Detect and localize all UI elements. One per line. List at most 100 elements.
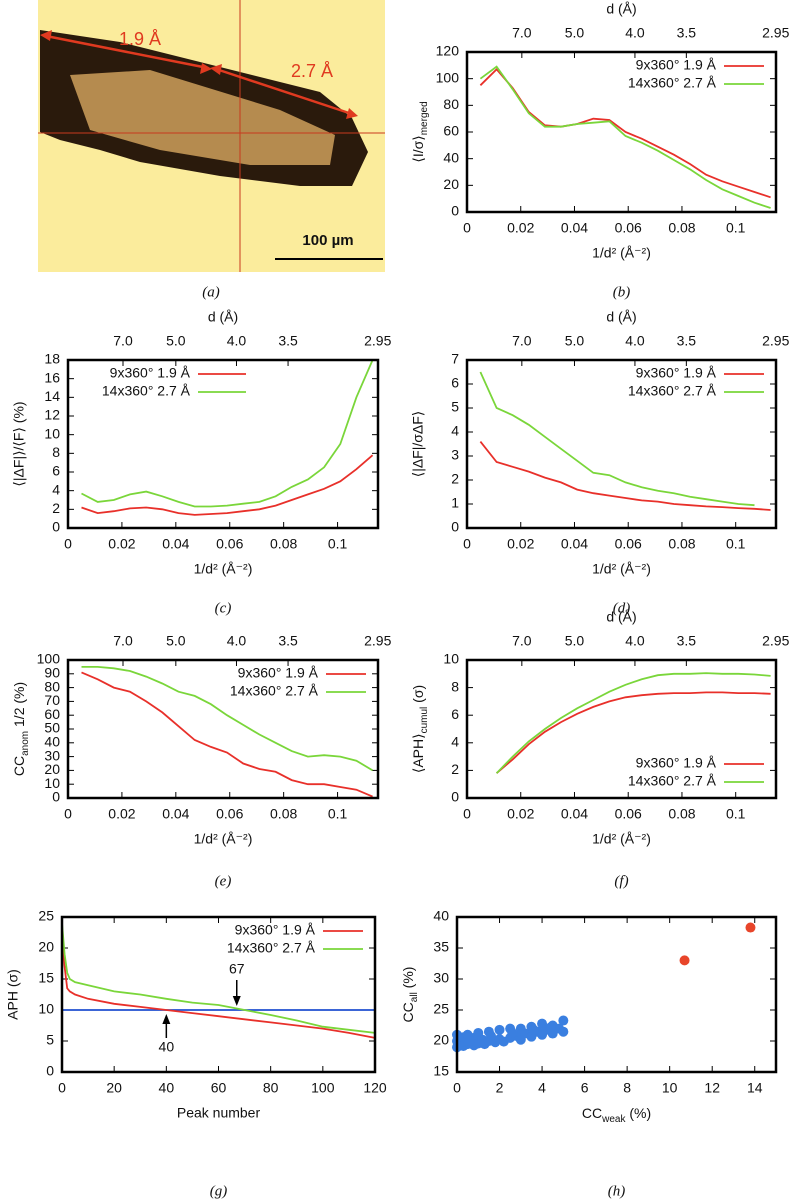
y-axis-label: ⟨|ΔF|⟩/⟨F⟩ (%) (11, 401, 27, 486)
legend-label: 9x360° 1.9 Å (636, 365, 717, 381)
x-tick-label: 100 (311, 1080, 335, 1096)
y-tick-label: 100 (37, 651, 61, 667)
y-axis-label-part: merged (419, 101, 430, 135)
caption: (a) (202, 284, 220, 300)
x-tick-label: 0.04 (561, 536, 588, 552)
x2-tick-label: 7.0 (512, 25, 532, 41)
y-tick-label: 30 (44, 747, 60, 763)
y-axis-label-part: CC (11, 756, 27, 776)
legend-label: 9x360° 1.9 Å (110, 365, 191, 381)
x-tick-label: 80 (263, 1080, 279, 1096)
x2-tick-label: 2.95 (364, 333, 391, 349)
arrow-head (346, 108, 358, 119)
x-tick-label: 0.02 (108, 536, 135, 552)
y-tick-label: 10 (44, 775, 60, 791)
line-series (496, 691, 771, 774)
x-axis-label: 1/d² (Å⁻²) (194, 561, 253, 577)
y-tick-label: 4 (451, 734, 459, 750)
x-tick-label: 0.06 (615, 536, 642, 552)
y-tick-label: 20 (38, 939, 54, 955)
y-tick-label: 8 (52, 444, 60, 460)
caption: (b) (613, 284, 631, 300)
x2-tick-label: 7.0 (512, 333, 532, 349)
x-tick-label: 0 (64, 806, 72, 822)
x2-tick-label: 2.95 (762, 25, 789, 41)
y-tick-label: 0 (52, 519, 60, 535)
x-tick-label: 120 (363, 1080, 387, 1096)
y-tick-label: 4 (52, 481, 60, 497)
plot-frame (465, 358, 778, 530)
line-series (81, 454, 374, 516)
y-tick-label: 0 (451, 789, 459, 805)
y-tick-label: 1 (451, 495, 459, 511)
scale-label: 100 µm (302, 232, 353, 249)
arrow-head (210, 64, 222, 75)
legend-label: 9x360° 1.9 Å (636, 57, 717, 73)
arrow-head (200, 63, 212, 74)
x-tick-label: 20 (106, 1080, 122, 1096)
y-axis-label-part: (σ) (410, 685, 426, 707)
legend-label: 9x360° 1.9 Å (636, 755, 717, 771)
x-tick-label: 4 (538, 1080, 546, 1096)
y-tick-label: 25 (38, 908, 54, 924)
line-series (61, 923, 376, 1034)
y-tick-label: 2 (52, 500, 60, 516)
x2-tick-label: 5.0 (166, 333, 186, 349)
x2-tick-label: 5.0 (565, 633, 585, 649)
y-axis-label-part: anom (20, 731, 31, 756)
y-tick-label: 2 (451, 471, 459, 487)
line-series (479, 371, 755, 507)
y-axis-label-part: (%) (400, 967, 416, 993)
point (558, 1015, 569, 1026)
line-series (81, 671, 373, 798)
x-tick-label: 0 (463, 220, 471, 236)
length-label: 1.9 Å (119, 29, 161, 49)
arrow-head (40, 30, 52, 41)
caption: (f) (614, 873, 628, 889)
y-tick-label: 4 (451, 423, 459, 439)
y-tick-label: 80 (44, 678, 60, 694)
y-tick-label: 18 (44, 351, 60, 367)
y-axis-label: ⟨|ΔF|/σΔF⟩ (410, 411, 426, 478)
x-tick-label: 60 (211, 1080, 227, 1096)
y-tick-label: 20 (433, 1032, 449, 1048)
x-tick-label: 12 (704, 1080, 720, 1096)
y-tick-label: 120 (436, 43, 460, 59)
x2-tick-label: 3.5 (677, 333, 697, 349)
x2-tick-label: 4.0 (625, 333, 645, 349)
x2-tick-label: 4.0 (227, 333, 247, 349)
point (486, 1031, 497, 1042)
plot-frame (60, 915, 377, 1074)
x-axis-label-part: CC (582, 1105, 602, 1121)
plot-frame (465, 50, 778, 214)
photo-panel: 1.9 Å 2.7 Å 100 µm (a) (38, 0, 385, 300)
y-tick-label: 16 (44, 369, 60, 385)
x-tick-label: 40 (159, 1080, 175, 1096)
y-tick-label: 0 (451, 519, 459, 535)
y-axis-label: APH (σ) (5, 969, 21, 1020)
plot-frame (455, 915, 778, 1074)
x2-tick-label: 2.95 (364, 633, 391, 649)
x-tick-label: 6 (581, 1080, 589, 1096)
y-tick-label: 100 (436, 69, 460, 85)
x-tick-label: 0.02 (108, 806, 135, 822)
x-tick-label: 0.04 (561, 806, 588, 822)
x2-tick-label: 3.5 (677, 25, 697, 41)
y-axis-label-part: cumul (419, 707, 430, 734)
line-series (479, 441, 771, 511)
arrow (45, 34, 209, 70)
y-tick-label: 15 (433, 1063, 449, 1079)
x-tick-label: 0.1 (328, 806, 348, 822)
x2-axis-label: d (Å) (606, 1, 636, 17)
x-tick-label: 0.1 (328, 536, 348, 552)
y-tick-label: 40 (433, 908, 449, 924)
y-axis-label: ⟨APH⟩cumul (σ) (410, 685, 430, 773)
legend-label: 14x360° 2.7 Å (227, 940, 316, 956)
y-tick-label: 10 (38, 1001, 54, 1017)
arrow-head (232, 996, 241, 1006)
line-series (495, 672, 771, 774)
x-axis-label: Peak number (177, 1105, 261, 1121)
point (545, 1022, 556, 1033)
x-tick-label: 0.02 (507, 536, 534, 552)
